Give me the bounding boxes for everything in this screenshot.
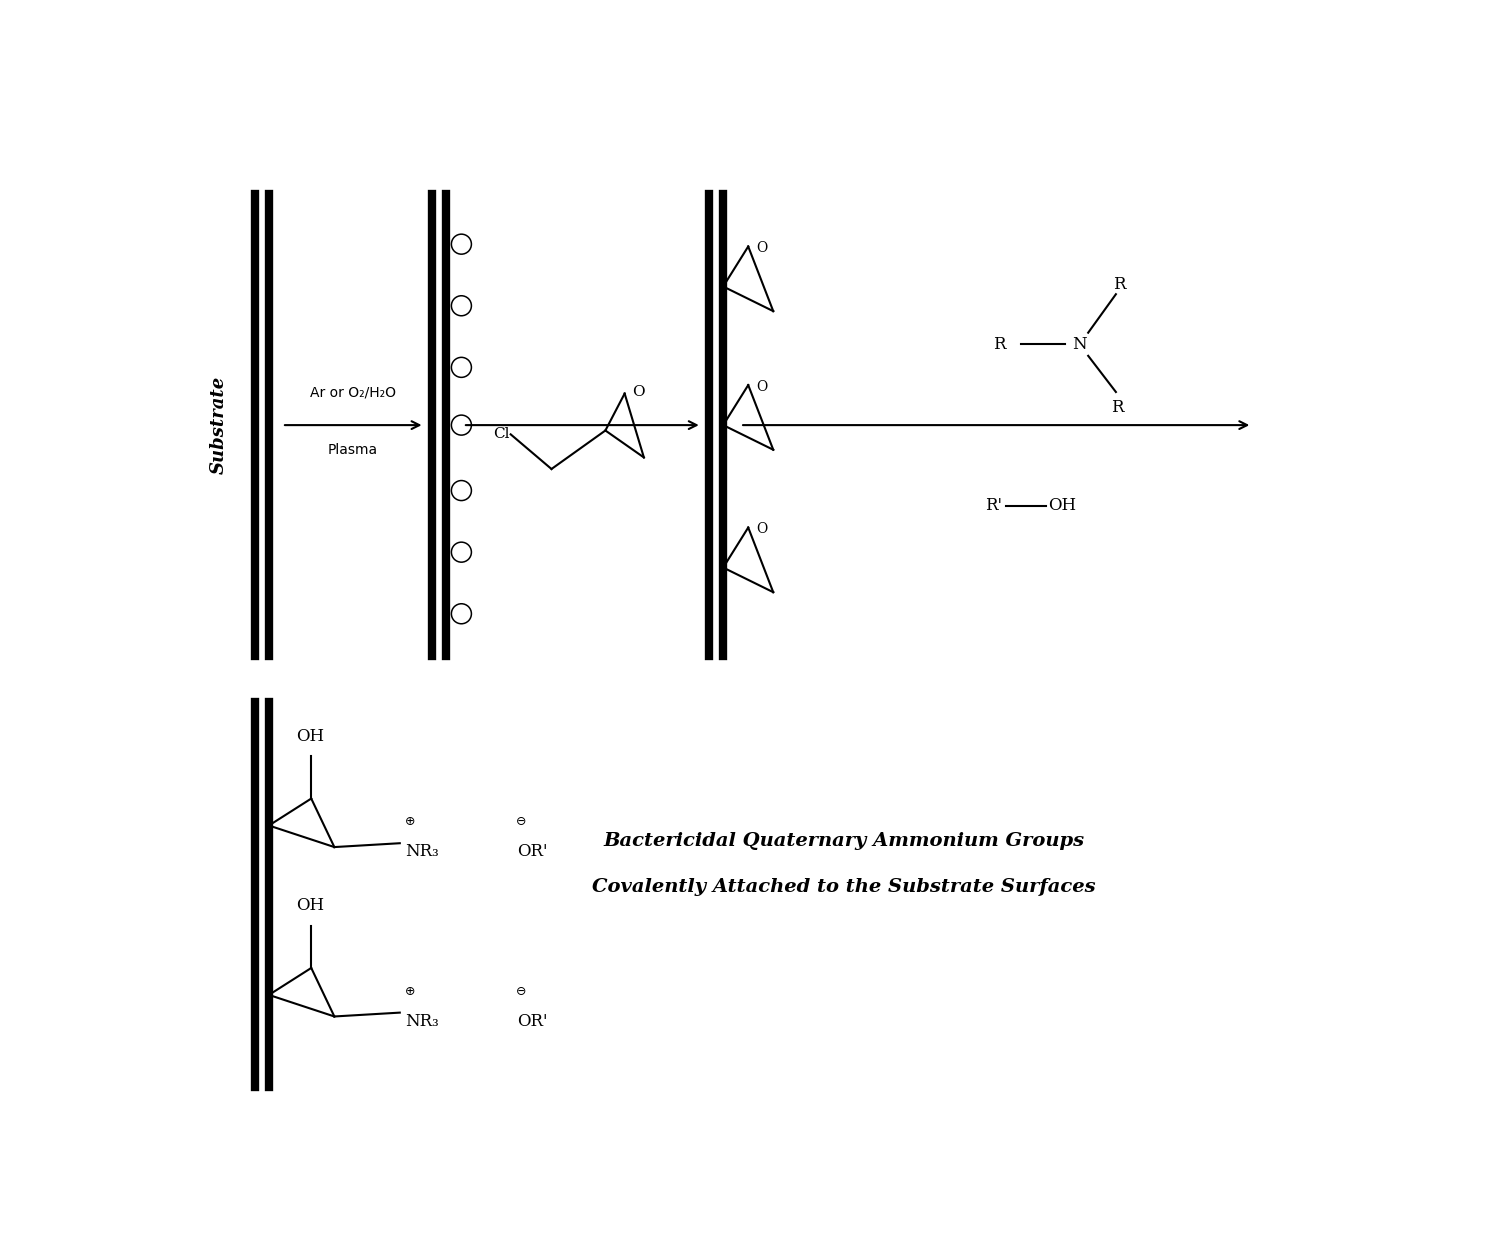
Text: Ar or O₂/H₂O: Ar or O₂/H₂O <box>309 385 396 400</box>
Text: OH: OH <box>296 897 324 914</box>
Text: O: O <box>755 242 767 255</box>
Text: R: R <box>993 336 1005 353</box>
Text: OH: OH <box>296 727 324 745</box>
Text: Bactericidal Quaternary Ammonium Groups: Bactericidal Quaternary Ammonium Groups <box>604 831 1084 850</box>
Text: NR₃: NR₃ <box>404 1012 439 1030</box>
Text: Plasma: Plasma <box>327 442 378 457</box>
Text: ⊖: ⊖ <box>516 815 526 828</box>
Text: R': R' <box>984 498 1002 514</box>
Text: Covalently Attached to the Substrate Surfaces: Covalently Attached to the Substrate Sur… <box>592 878 1096 896</box>
Text: N: N <box>1072 336 1087 353</box>
Text: OR': OR' <box>517 844 547 860</box>
Text: ⊖: ⊖ <box>516 985 526 997</box>
Text: NR₃: NR₃ <box>404 844 439 860</box>
Text: Substrate: Substrate <box>210 375 228 475</box>
Text: ⊕: ⊕ <box>404 815 415 828</box>
Text: R: R <box>1111 399 1124 416</box>
Text: O: O <box>632 385 645 399</box>
Text: OR': OR' <box>517 1012 547 1030</box>
Text: Cl: Cl <box>492 427 509 441</box>
Text: ⊕: ⊕ <box>404 985 415 997</box>
Text: O: O <box>755 522 767 536</box>
Text: OH: OH <box>1048 498 1077 514</box>
Text: R: R <box>1112 276 1126 292</box>
Text: O: O <box>755 379 767 394</box>
